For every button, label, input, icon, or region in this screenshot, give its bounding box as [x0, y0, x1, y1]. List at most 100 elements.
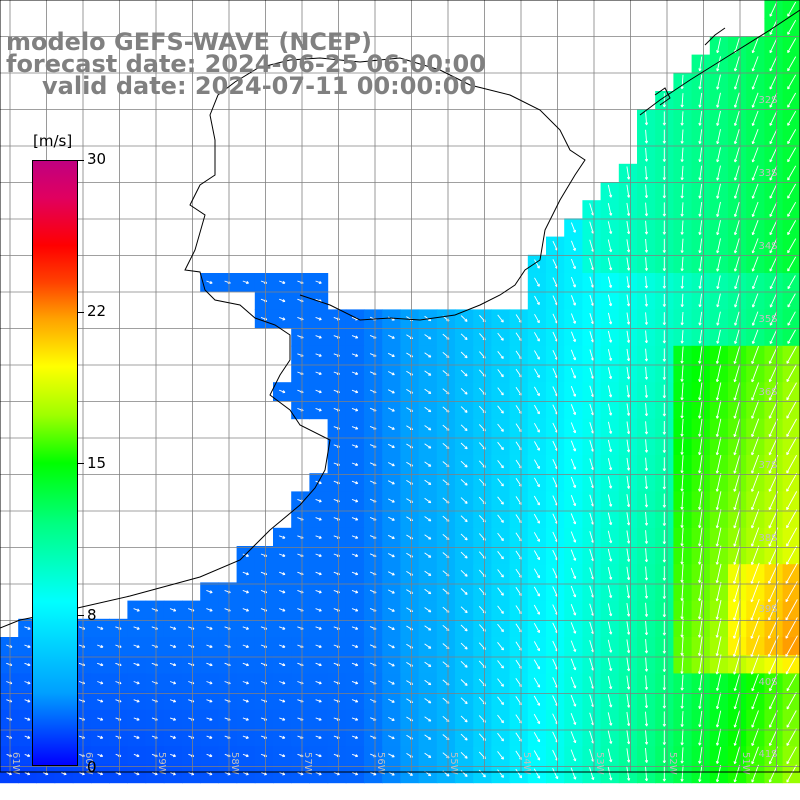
wind-arrow: [715, 491, 722, 510]
wind-arrow: [460, 715, 468, 723]
wind-arrow: [387, 589, 395, 594]
wind-arrow: [716, 183, 721, 199]
wind-arrow: [533, 550, 540, 561]
wind-arrow: [497, 423, 504, 432]
wind-arrow: [715, 710, 722, 728]
wind-arrow: [626, 330, 631, 343]
wind-arrow: [733, 728, 741, 746]
wind-arrow: [626, 367, 631, 380]
wind-arrow: [787, 275, 796, 290]
wind-arrow: [732, 635, 741, 658]
wind-arrow: [206, 772, 213, 776]
wind-arrow: [697, 600, 703, 620]
wind-arrow: [734, 275, 740, 290]
wind-arrow: [24, 626, 31, 630]
wind-arrow: [315, 662, 322, 667]
wind-arrow: [680, 400, 684, 419]
wind-arrow: [644, 639, 649, 654]
wind-arrow: [133, 662, 140, 667]
longitude-label: 61W: [10, 752, 21, 775]
wind-arrow: [626, 566, 631, 581]
wind-arrow: [607, 657, 613, 671]
wind-arrow: [751, 436, 760, 456]
wind-arrow: [644, 202, 649, 217]
wind-arrow: [607, 184, 613, 198]
wind-arrow: [787, 110, 797, 126]
wind-arrow: [570, 386, 577, 397]
wind-arrow: [733, 509, 741, 529]
colorbar-tick-label: 15: [87, 454, 107, 472]
wind-arrow: [315, 717, 322, 721]
wind-arrow: [698, 220, 703, 235]
latitude-label: 38S: [758, 533, 777, 544]
wind-arrow: [787, 56, 797, 72]
wind-arrow: [698, 692, 703, 709]
wind-arrow: [570, 495, 577, 507]
wind-arrow: [716, 293, 721, 308]
wind-arrow: [626, 530, 631, 544]
wind-arrow: [662, 275, 666, 289]
wind-arrow: [351, 717, 359, 721]
wind-arrow: [424, 698, 432, 704]
wind-arrow: [460, 642, 468, 650]
wind-arrow: [24, 681, 31, 685]
wind-arrow: [206, 608, 213, 612]
wind-arrow: [460, 624, 468, 632]
wind-arrow: [607, 330, 613, 343]
wind-arrow: [315, 626, 322, 630]
wind-arrow: [769, 38, 778, 54]
wind-arrow: [279, 589, 286, 594]
wind-arrow: [751, 256, 759, 272]
wind-arrow: [387, 352, 395, 357]
wind-arrow: [242, 753, 249, 758]
wind-arrow: [534, 350, 540, 360]
wind-arrow: [626, 385, 631, 398]
wind-arrow: [662, 493, 666, 508]
wind-arrow: [24, 753, 31, 758]
wind-arrow: [715, 382, 722, 401]
wind-arrow: [188, 772, 195, 776]
lat-lon-grid: [0, 0, 800, 772]
wind-arrow: [698, 747, 703, 764]
wind-arrow: [497, 460, 504, 469]
wind-arrow: [626, 294, 631, 307]
wind-arrow: [315, 316, 322, 321]
wind-arrow: [497, 369, 504, 378]
wind-arrow: [497, 405, 504, 414]
longitude-label: 59W: [156, 752, 167, 775]
longitude-label: 56W: [375, 752, 386, 775]
wind-arrow: [351, 644, 359, 649]
wind-arrow: [351, 371, 359, 376]
wind-arrow: [206, 735, 213, 739]
wind-arrow: [387, 571, 395, 576]
wind-arrow: [570, 476, 577, 488]
wind-arrow: [315, 608, 322, 612]
wind-arrow: [733, 346, 741, 364]
colorbar: [32, 160, 78, 766]
wind-arrow: [662, 257, 666, 272]
latitude-label: 35S: [758, 314, 777, 325]
wind-arrow: [680, 473, 684, 492]
wind-arrow: [680, 256, 684, 272]
wind-arrow: [97, 717, 104, 721]
wind-arrow: [715, 527, 722, 547]
wind-arrow: [662, 439, 666, 453]
wind-arrow: [644, 657, 649, 672]
wind-arrow: [662, 729, 666, 745]
wind-arrow: [170, 772, 176, 776]
wind-arrow: [570, 276, 576, 288]
wind-arrow: [533, 713, 541, 725]
wind-arrow: [698, 765, 703, 782]
wind-arrow: [424, 734, 432, 740]
wind-arrow: [698, 346, 703, 364]
wind-arrow: [698, 563, 703, 583]
wind-arrow: [570, 658, 577, 671]
wind-arrow: [644, 166, 649, 180]
wind-arrow: [626, 548, 631, 562]
wind-arrow: [698, 111, 703, 126]
wind-arrow: [715, 509, 722, 529]
wind-arrow: [715, 346, 722, 364]
wind-arrow: [497, 514, 504, 523]
wind-arrow: [715, 581, 722, 602]
wind-arrow: [279, 626, 286, 630]
